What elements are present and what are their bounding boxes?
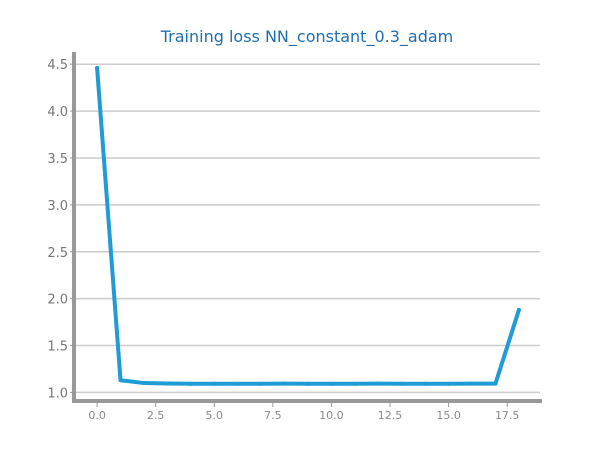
data-point xyxy=(329,381,334,386)
data-point xyxy=(282,381,287,386)
data-point xyxy=(493,381,498,386)
tick-labels: 1.0 1.5 2.0 2.5 3.0 3.5 4.0 4.5 0.0 2.5 5.0 7.5 10.0… xyxy=(47,58,519,422)
y-tick-label: 3.5 xyxy=(47,152,68,167)
x-tick-label: 0.0 xyxy=(88,409,106,422)
data-point xyxy=(470,381,475,386)
grid-lines xyxy=(76,63,540,394)
data-point xyxy=(235,381,240,386)
y-tick-label: 2.0 xyxy=(47,293,68,308)
data-point xyxy=(259,381,264,386)
data-point xyxy=(352,381,357,386)
data-point xyxy=(399,381,404,386)
y-tick-label: 1.0 xyxy=(47,386,68,401)
x-tick-label: 17.5 xyxy=(495,409,520,422)
data-point xyxy=(95,65,100,70)
data-point xyxy=(141,381,146,386)
series-line xyxy=(95,65,521,386)
x-tick-label: 7.5 xyxy=(264,409,282,422)
data-point xyxy=(165,381,170,386)
y-tick-label: 2.5 xyxy=(47,246,68,261)
x-tick-label: 15.0 xyxy=(436,409,461,422)
data-point xyxy=(423,381,428,386)
data-point xyxy=(376,381,381,386)
data-point xyxy=(306,381,310,386)
chart-title: Training loss NN_constant_0.3_adam xyxy=(160,27,454,47)
data-point xyxy=(212,381,217,386)
x-tick-label: 10.0 xyxy=(319,409,344,422)
data-point xyxy=(118,378,123,383)
data-point xyxy=(188,381,193,386)
data-point xyxy=(446,381,451,386)
y-tick-label: 4.5 xyxy=(47,58,68,73)
y-tick-label: 4.0 xyxy=(47,105,68,120)
y-tick-label: 3.0 xyxy=(47,199,68,214)
x-tick-label: 5.0 xyxy=(206,409,224,422)
axes xyxy=(72,52,542,403)
y-tick-label: 1.5 xyxy=(47,340,68,355)
data-point xyxy=(516,307,521,312)
series-layer xyxy=(95,65,521,386)
x-tick-label: 2.5 xyxy=(147,409,165,422)
x-tick-label: 12.5 xyxy=(378,409,403,422)
